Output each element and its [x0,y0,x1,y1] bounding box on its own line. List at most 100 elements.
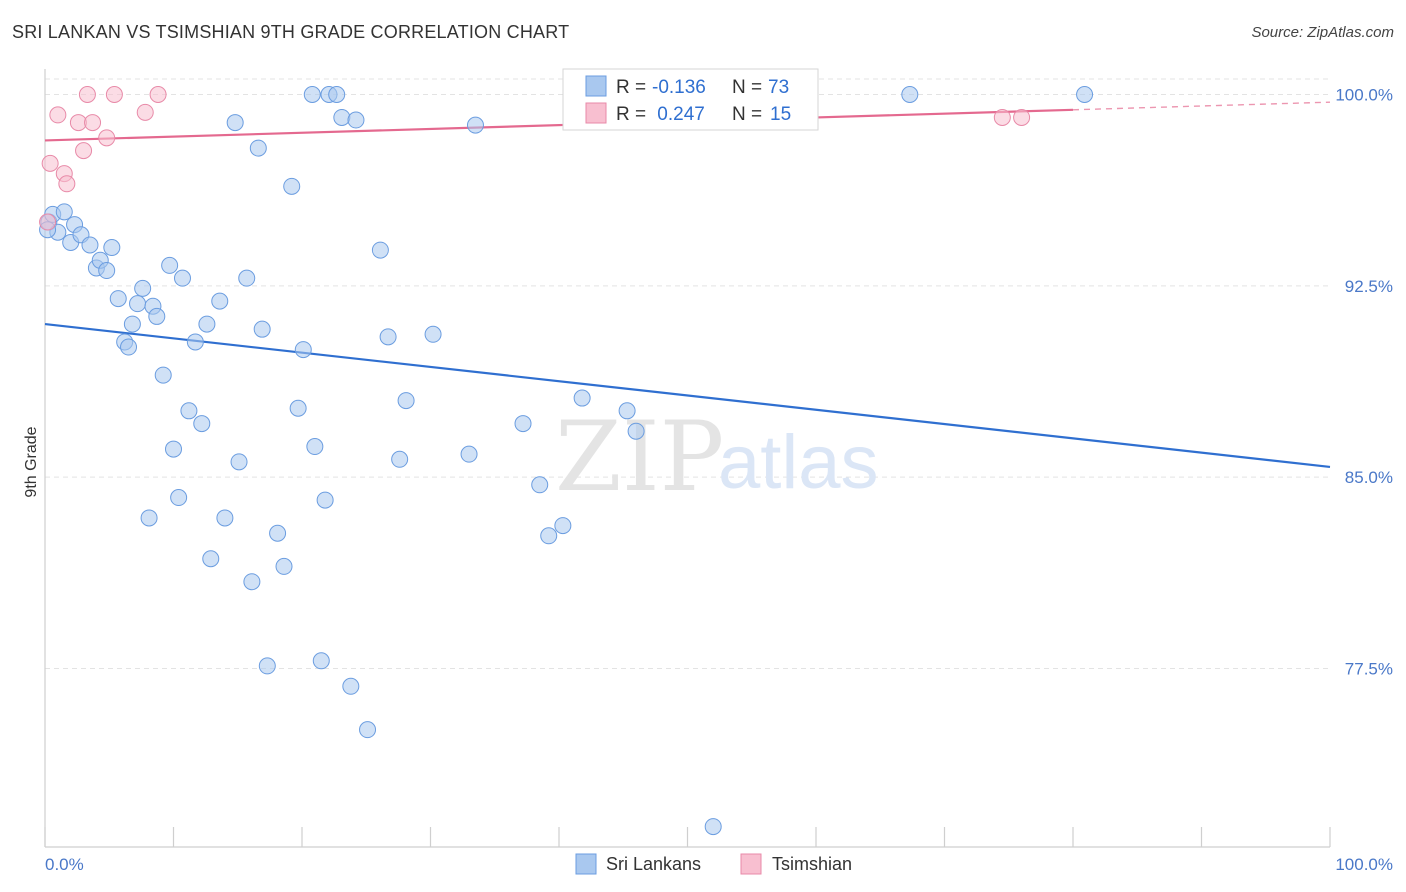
legend-n-value-1: 73 [768,77,789,98]
point-tsimshian [49,106,67,124]
legend-r-value-2: 0.247 [652,104,705,125]
point-sri-lankans [243,573,261,591]
point-tsimshian [98,129,116,147]
series-legend-swatch-tsimshian [740,853,762,875]
point-sri-lankans [328,86,346,104]
point-tsimshian [69,114,87,132]
watermark-atlas: atlas [718,420,879,505]
point-sri-lankans [303,86,321,104]
point-sri-lankans [573,389,591,407]
point-sri-lankans [466,116,484,134]
series-legend-label-sri-lankans: Sri Lankans [606,854,701,874]
point-sri-lankans [129,295,147,313]
point-sri-lankans [424,325,442,343]
point-sri-lankans [173,269,191,287]
point-sri-lankans [531,476,549,494]
point-tsimshian [149,86,167,104]
legend-r-label-1: R = [616,77,646,98]
point-sri-lankans [269,524,287,542]
point-sri-lankans [226,114,244,132]
point-sri-lankans [283,177,301,195]
point-sri-lankans [165,440,182,458]
trend-line-sri-lankans [44,322,1331,469]
point-sri-lankans [180,402,198,420]
trend-lines [44,101,1331,469]
y-tick-labels: 100.0% 92.5% 85.0% 77.5% [1335,86,1393,679]
point-tsimshian [1013,108,1031,126]
point-tsimshian [105,86,123,104]
point-sri-lankans [202,550,220,568]
point-sri-lankans [216,509,234,527]
point-sri-lankans [294,341,312,359]
source-label: Source: ZipAtlas.com [1251,24,1394,41]
point-sri-lankans [460,445,478,463]
point-sri-lankans [1076,86,1094,104]
gridlines [45,78,1330,669]
point-sri-lankans [55,203,73,221]
point-sri-lankans [193,415,211,433]
x-tick-label-min: 0.0% [45,855,84,874]
point-sri-lankans [704,818,722,836]
point-sri-lankans [306,438,324,456]
point-sri-lankans [148,307,166,325]
point-sri-lankans [258,657,276,675]
legend-swatch-tsimshian [585,102,607,124]
data-points [39,86,1094,836]
legend-n-label-2: N = [732,104,762,125]
watermark-zip: ZIP [555,401,724,513]
watermark: ZIP atlas [555,401,879,513]
point-sri-lankans [275,557,293,575]
point-tsimshian [993,108,1011,126]
axes [44,69,1331,848]
trend-line-tsimshian-extension [1072,101,1331,111]
point-sri-lankans [540,527,558,545]
x-tick-labels: 0.0% 100.0% [45,855,1393,874]
point-sri-lankans [134,279,152,297]
point-sri-lankans [249,139,267,157]
point-tsimshian [58,175,76,193]
point-sri-lankans [359,721,377,739]
point-sri-lankans [371,241,389,259]
point-sri-lankans [627,422,645,440]
point-sri-lankans [103,239,121,257]
series-legend-label-tsimshian: Tsimshian [772,854,852,874]
point-sri-lankans [211,292,229,310]
point-tsimshian [75,142,93,160]
point-sri-lankans [316,491,334,509]
point-tsimshian [41,154,59,172]
point-sri-lankans [253,320,271,338]
legend-n-value-2: 15 [770,104,791,125]
point-tsimshian [84,114,102,132]
point-sri-lankans [238,269,256,287]
point-sri-lankans [120,338,138,356]
legend-swatch-sri-lankans [585,75,607,97]
point-sri-lankans [154,366,172,384]
point-sri-lankans [391,450,409,468]
legend-n-label-1: N = [732,77,762,98]
point-sri-lankans [554,517,572,535]
y-tick-label: 92.5% [1345,277,1393,296]
point-sri-lankans [379,328,397,346]
series-legend-swatch-sri-lankans [575,853,597,875]
point-sri-lankans [312,652,330,670]
point-sri-lankans [347,111,365,129]
y-tick-label: 77.5% [1345,659,1393,678]
point-sri-lankans [186,333,204,351]
y-tick-label: 100.0% [1335,86,1393,105]
point-sri-lankans [170,489,188,507]
point-sri-lankans [618,402,636,420]
x-tick-label-max: 100.0% [1335,855,1393,874]
point-tsimshian [78,86,96,104]
point-sri-lankans [333,108,351,126]
point-sri-lankans [140,509,158,527]
point-tsimshian [39,213,57,231]
point-sri-lankans [230,453,248,471]
point-sri-lankans [289,399,307,417]
legend-r-label-2: R = [616,104,646,125]
point-sri-lankans [901,86,919,104]
y-axis-label: 9th Grade [23,426,40,497]
series-legend: Sri Lankans Tsimshian [575,853,852,875]
point-sri-lankans [397,392,415,410]
point-sri-lankans [514,415,532,433]
